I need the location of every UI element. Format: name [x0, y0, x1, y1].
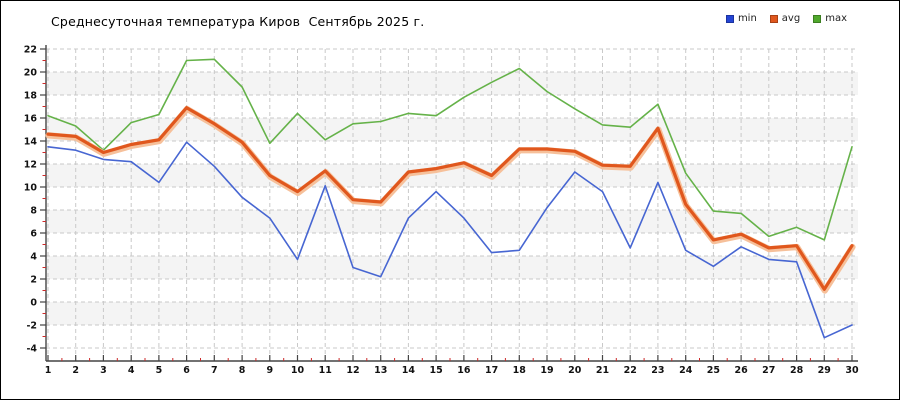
- y-tick-label: -2: [26, 320, 37, 331]
- x-tick-label: 25: [707, 365, 720, 376]
- x-tick-label: 27: [762, 365, 775, 376]
- x-tick-label: 15: [429, 365, 442, 376]
- y-tick-label: 18: [24, 90, 38, 101]
- y-tick-label: 0: [30, 297, 37, 308]
- y-tick-label: 22: [24, 44, 37, 55]
- x-tick-label: 21: [596, 365, 609, 376]
- x-tick-label: 3: [100, 365, 107, 376]
- y-tick-label: 4: [30, 251, 37, 262]
- x-tick-label: 28: [790, 365, 804, 376]
- x-tick-label: 22: [624, 365, 637, 376]
- plot-band: [47, 302, 858, 325]
- y-tick-label: 12: [24, 159, 37, 170]
- plot-band: [47, 256, 858, 279]
- x-tick-label: 17: [485, 365, 498, 376]
- x-tick-label: 14: [402, 365, 416, 376]
- y-tick-label: 8: [30, 205, 37, 216]
- x-tick-label: 4: [128, 365, 135, 376]
- x-tick-label: 13: [374, 365, 387, 376]
- avg-series-swatch: [769, 14, 778, 23]
- plot-band: [47, 164, 858, 187]
- y-tick-label: 2: [30, 274, 37, 285]
- plot-band: [47, 210, 858, 233]
- x-tick-label: 24: [679, 365, 693, 376]
- x-tick-label: 6: [183, 365, 190, 376]
- x-tick-label: 1: [45, 365, 52, 376]
- x-tick-label: 8: [239, 365, 246, 376]
- y-tick-label: 14: [24, 136, 38, 147]
- legend-label-min: min: [737, 13, 757, 24]
- x-tick-label: 10: [291, 365, 305, 376]
- x-tick-label: 29: [818, 365, 831, 376]
- legend-label-avg: avg: [781, 13, 801, 24]
- x-tick-label: 5: [156, 365, 163, 376]
- min-series-swatch: [725, 14, 734, 23]
- avg-series-line: [46, 106, 854, 291]
- x-tick-label: 23: [651, 365, 664, 376]
- chart-title: Среднесуточная температура Киров Сентябр…: [51, 14, 425, 29]
- legend-label-max: max: [825, 13, 847, 24]
- x-tick-label: 16: [457, 365, 471, 376]
- max-series-swatch: [813, 14, 822, 23]
- legend-item-min: min: [725, 13, 757, 24]
- y-tick-label: -4: [26, 343, 37, 354]
- x-tick-label: 19: [540, 365, 553, 376]
- legend-item-avg: avg: [769, 13, 801, 24]
- x-tick-label: 26: [734, 365, 748, 376]
- x-tick-label: 11: [319, 365, 332, 376]
- y-tick-label: 6: [30, 228, 37, 239]
- y-tick-label: 10: [24, 182, 38, 193]
- x-tick-label: 7: [211, 365, 218, 376]
- x-tick-label: 30: [845, 365, 859, 376]
- y-tick-label: 20: [24, 67, 38, 78]
- x-tick-label: 2: [72, 365, 79, 376]
- plot-band: [47, 72, 858, 95]
- legend-item-max: max: [813, 13, 847, 24]
- x-tick-label: 18: [513, 365, 527, 376]
- min-series-line: [47, 141, 853, 339]
- y-tick-label: 16: [24, 113, 38, 124]
- x-tick-label: 9: [266, 365, 273, 376]
- x-tick-label: 20: [568, 365, 582, 376]
- x-tick-label: 12: [346, 365, 359, 376]
- chart-legend: min avg max: [725, 13, 847, 24]
- max-series-line: [47, 58, 853, 241]
